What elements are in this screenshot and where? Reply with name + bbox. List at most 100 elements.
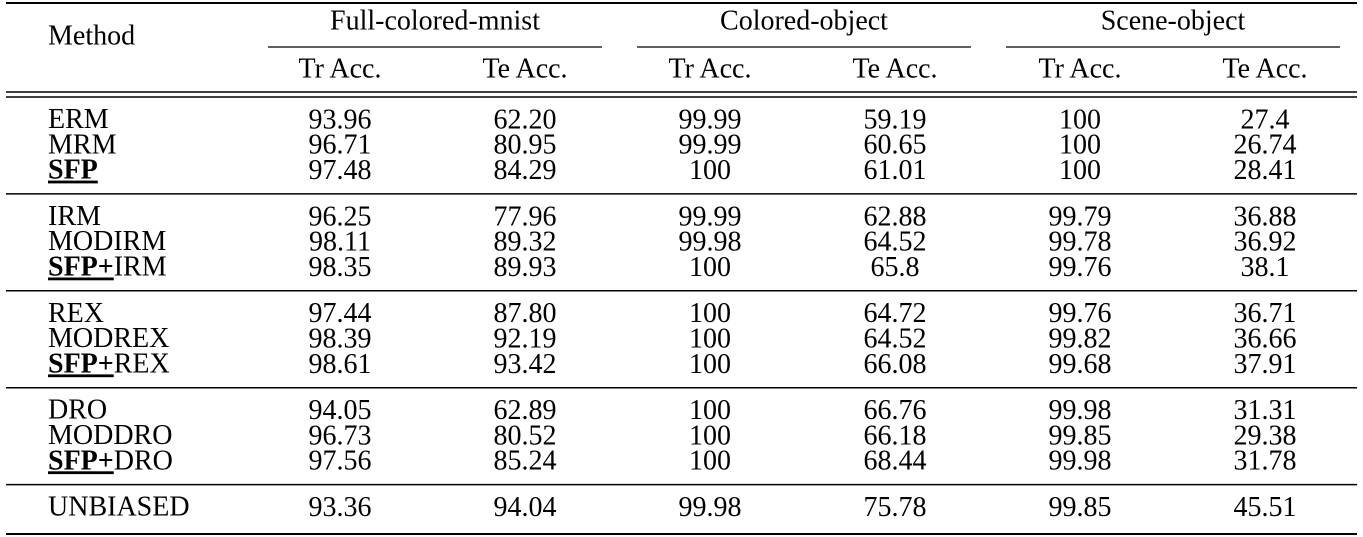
method-cell: REX bbox=[48, 298, 104, 329]
value-cell: 64.72 bbox=[864, 298, 927, 329]
method-cell: MODDRO bbox=[48, 420, 172, 451]
value-cell: 77.96 bbox=[494, 201, 557, 232]
value-cell: 99.68 bbox=[1049, 349, 1112, 380]
method-cell: MODIRM bbox=[48, 227, 166, 258]
value-cell: 98.61 bbox=[309, 349, 372, 380]
method-name: REX bbox=[114, 349, 170, 380]
value-cell: 87.80 bbox=[494, 298, 557, 329]
value-cell: 31.31 bbox=[1234, 395, 1297, 426]
value-cell: 94.05 bbox=[309, 395, 372, 426]
value-cell: 62.20 bbox=[494, 104, 557, 135]
value-cell: 97.48 bbox=[309, 155, 372, 186]
value-cell: 96.25 bbox=[309, 201, 372, 232]
method-cell: SFP bbox=[48, 155, 98, 186]
value-cell: 98.39 bbox=[309, 324, 372, 355]
method-cell: ERM bbox=[48, 104, 109, 135]
value-cell: 59.19 bbox=[864, 104, 927, 135]
value-cell: 99.98 bbox=[1049, 446, 1112, 477]
value-cell: 99.99 bbox=[679, 201, 742, 232]
method-header: Method bbox=[48, 20, 135, 51]
column-header: Te Acc. bbox=[852, 53, 937, 84]
method-name: REX bbox=[48, 298, 104, 329]
method-name: UNBIASED bbox=[48, 492, 190, 523]
value-cell: 36.92 bbox=[1234, 227, 1297, 258]
value-cell: 99.79 bbox=[1049, 201, 1112, 232]
value-cell: 85.24 bbox=[494, 446, 557, 477]
method-name: MODIRM bbox=[48, 227, 166, 258]
value-cell: 97.44 bbox=[309, 298, 372, 329]
value-cell: 31.78 bbox=[1234, 446, 1297, 477]
method-name: IRM bbox=[48, 201, 101, 232]
column-header: Te Acc. bbox=[482, 53, 567, 84]
method-name: MODREX bbox=[48, 324, 169, 355]
value-cell: 99.82 bbox=[1049, 324, 1112, 355]
value-cell: 96.71 bbox=[309, 130, 372, 161]
value-cell: 96.73 bbox=[309, 420, 372, 451]
value-cell: 27.4 bbox=[1241, 104, 1290, 135]
method-cell: SFP+REX bbox=[48, 349, 170, 380]
value-cell: 100 bbox=[689, 446, 731, 477]
value-cell: 99.76 bbox=[1049, 298, 1112, 329]
value-cell: 29.38 bbox=[1234, 420, 1297, 451]
value-cell: 37.91 bbox=[1234, 349, 1297, 380]
value-cell: 38.1 bbox=[1241, 252, 1290, 283]
value-cell: 89.32 bbox=[494, 227, 557, 258]
method-cell: DRO bbox=[48, 395, 107, 426]
value-cell: 68.44 bbox=[864, 446, 927, 477]
value-cell: 99.85 bbox=[1049, 420, 1112, 451]
value-cell: 100 bbox=[1059, 104, 1101, 135]
value-cell: 100 bbox=[689, 155, 731, 186]
value-cell: 28.41 bbox=[1234, 155, 1297, 186]
column-header: Te Acc. bbox=[1222, 53, 1307, 84]
value-cell: 89.93 bbox=[494, 252, 557, 283]
value-cell: 100 bbox=[689, 252, 731, 283]
method-emphasis: SFP bbox=[48, 155, 98, 186]
value-cell: 66.18 bbox=[864, 420, 927, 451]
value-cell: 100 bbox=[1059, 155, 1101, 186]
method-cell: UNBIASED bbox=[48, 492, 190, 523]
group-header: Colored-object bbox=[720, 5, 888, 36]
value-cell: 93.36 bbox=[309, 492, 372, 523]
value-cell: 75.78 bbox=[864, 492, 927, 523]
value-cell: 99.99 bbox=[679, 130, 742, 161]
value-cell: 80.52 bbox=[494, 420, 557, 451]
value-cell: 36.88 bbox=[1234, 201, 1297, 232]
method-cell: SFP+IRM bbox=[48, 252, 167, 283]
method-name: MODDRO bbox=[48, 420, 172, 451]
value-cell: 92.19 bbox=[494, 324, 557, 355]
column-header: Tr Acc. bbox=[299, 53, 382, 84]
method-cell: MRM bbox=[48, 130, 117, 161]
value-cell: 97.56 bbox=[309, 446, 372, 477]
value-cell: 26.74 bbox=[1234, 130, 1297, 161]
value-cell: 99.99 bbox=[679, 104, 742, 135]
value-cell: 99.98 bbox=[1049, 395, 1112, 426]
method-name: ERM bbox=[48, 104, 109, 135]
value-cell: 66.76 bbox=[864, 395, 927, 426]
method-emphasis: SFP+ bbox=[48, 349, 114, 380]
value-cell: 99.98 bbox=[679, 492, 742, 523]
value-cell: 98.35 bbox=[309, 252, 372, 283]
value-cell: 62.89 bbox=[494, 395, 557, 426]
value-cell: 99.85 bbox=[1049, 492, 1112, 523]
value-cell: 100 bbox=[689, 298, 731, 329]
value-cell: 99.76 bbox=[1049, 252, 1112, 283]
value-cell: 98.11 bbox=[309, 227, 371, 258]
value-cell: 99.78 bbox=[1049, 227, 1112, 258]
value-cell: 100 bbox=[1059, 130, 1101, 161]
value-cell: 61.01 bbox=[864, 155, 927, 186]
value-cell: 45.51 bbox=[1234, 492, 1297, 523]
method-emphasis: SFP+ bbox=[48, 446, 114, 477]
value-cell: 100 bbox=[689, 395, 731, 426]
value-cell: 64.52 bbox=[864, 324, 927, 355]
value-cell: 100 bbox=[689, 349, 731, 380]
value-cell: 65.8 bbox=[871, 252, 920, 283]
method-cell: IRM bbox=[48, 201, 101, 232]
value-cell: 60.65 bbox=[864, 130, 927, 161]
value-cell: 64.52 bbox=[864, 227, 927, 258]
method-name: MRM bbox=[48, 130, 117, 161]
column-header: Tr Acc. bbox=[1039, 53, 1122, 84]
group-header: Scene-object bbox=[1101, 5, 1246, 36]
column-header: Tr Acc. bbox=[669, 53, 752, 84]
value-cell: 36.66 bbox=[1234, 324, 1297, 355]
